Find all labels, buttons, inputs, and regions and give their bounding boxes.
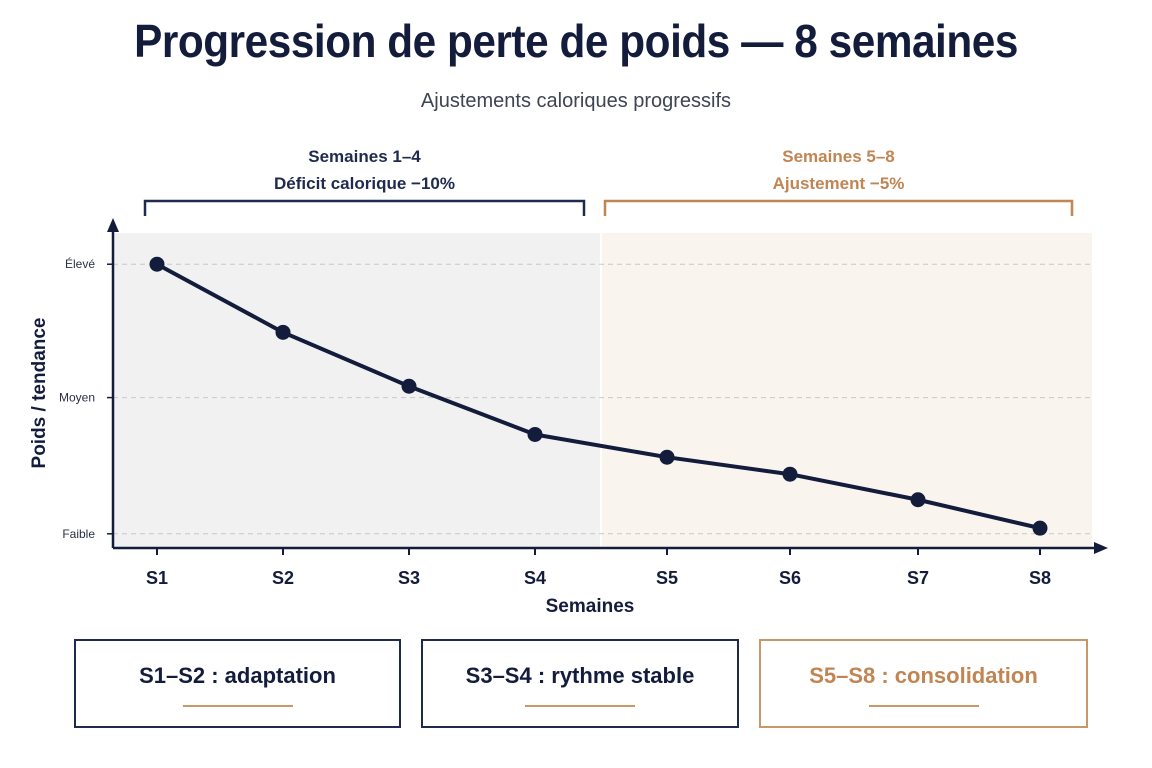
phase-bracket-1 — [143, 199, 586, 216]
x-tick-label-s7: S7 — [907, 568, 929, 588]
x-tick-label-s5: S5 — [656, 568, 678, 588]
x-tick-label-s8: S8 — [1029, 568, 1051, 588]
x-tick-label-s3: S3 — [398, 568, 420, 588]
summary-card-1: S1–S2 : adaptation — [74, 639, 401, 728]
summary-card-2: S3–S4 : rythme stable — [421, 639, 739, 728]
y-tick-label-1: Élevé — [65, 256, 95, 271]
summary-card-2-label: S3–S4 : rythme stable — [465, 663, 695, 688]
data-point-s3 — [401, 378, 417, 394]
summary-card-2-rule — [525, 705, 635, 707]
data-point-s5 — [659, 449, 675, 465]
data-point-s6 — [782, 466, 798, 482]
data-point-s4 — [527, 426, 543, 442]
y-axis-title: Poids / tendance — [29, 318, 50, 469]
phase-label-1-line2: Déficit calorique −10% — [274, 174, 455, 193]
summary-card-3-label: S5–S8 : consolidation — [809, 663, 1038, 688]
series-line-1 — [155, 262, 1042, 531]
phase-region-2 — [602, 233, 1092, 548]
x-tick-label-s1: S1 — [146, 568, 168, 588]
summary-card-3: S5–S8 : consolidation — [759, 639, 1088, 728]
data-point-s2 — [275, 324, 291, 340]
phase-label-2-line1: Semaines 5–8 — [782, 147, 894, 166]
data-point-s1 — [149, 256, 165, 272]
page-subtitle: Ajustements caloriques progressifs — [420, 90, 732, 112]
summary-card-3-rule — [868, 705, 979, 707]
x-tick-label-s2: S2 — [272, 568, 294, 588]
summary-card-1-label: S1–S2 : adaptation — [139, 663, 336, 688]
y-axis-arrow — [107, 218, 119, 232]
y-tick-label-3: Faible — [62, 527, 95, 541]
summary-card-1-rule — [182, 705, 293, 707]
page-title: Progression de perte de poids — 8 semain… — [134, 15, 1018, 67]
data-point-s7 — [910, 492, 926, 508]
phase-label-1-line1: Semaines 1–4 — [308, 147, 421, 166]
phase-bracket-2 — [603, 199, 1074, 216]
x-axis-title: Semaines — [546, 596, 635, 617]
x-axis-arrow — [1094, 542, 1108, 554]
y-tick-label-2: Moyen — [59, 391, 95, 405]
phase-label-2-line2: Ajustement −5% — [773, 174, 905, 193]
x-tick-label-s6: S6 — [779, 568, 801, 588]
x-tick-label-s4: S4 — [524, 568, 546, 588]
data-point-s8 — [1032, 520, 1048, 536]
weight-loss-chart: Semaines 1–4 Déficit calorique −10% Semain… — [29, 147, 1108, 617]
